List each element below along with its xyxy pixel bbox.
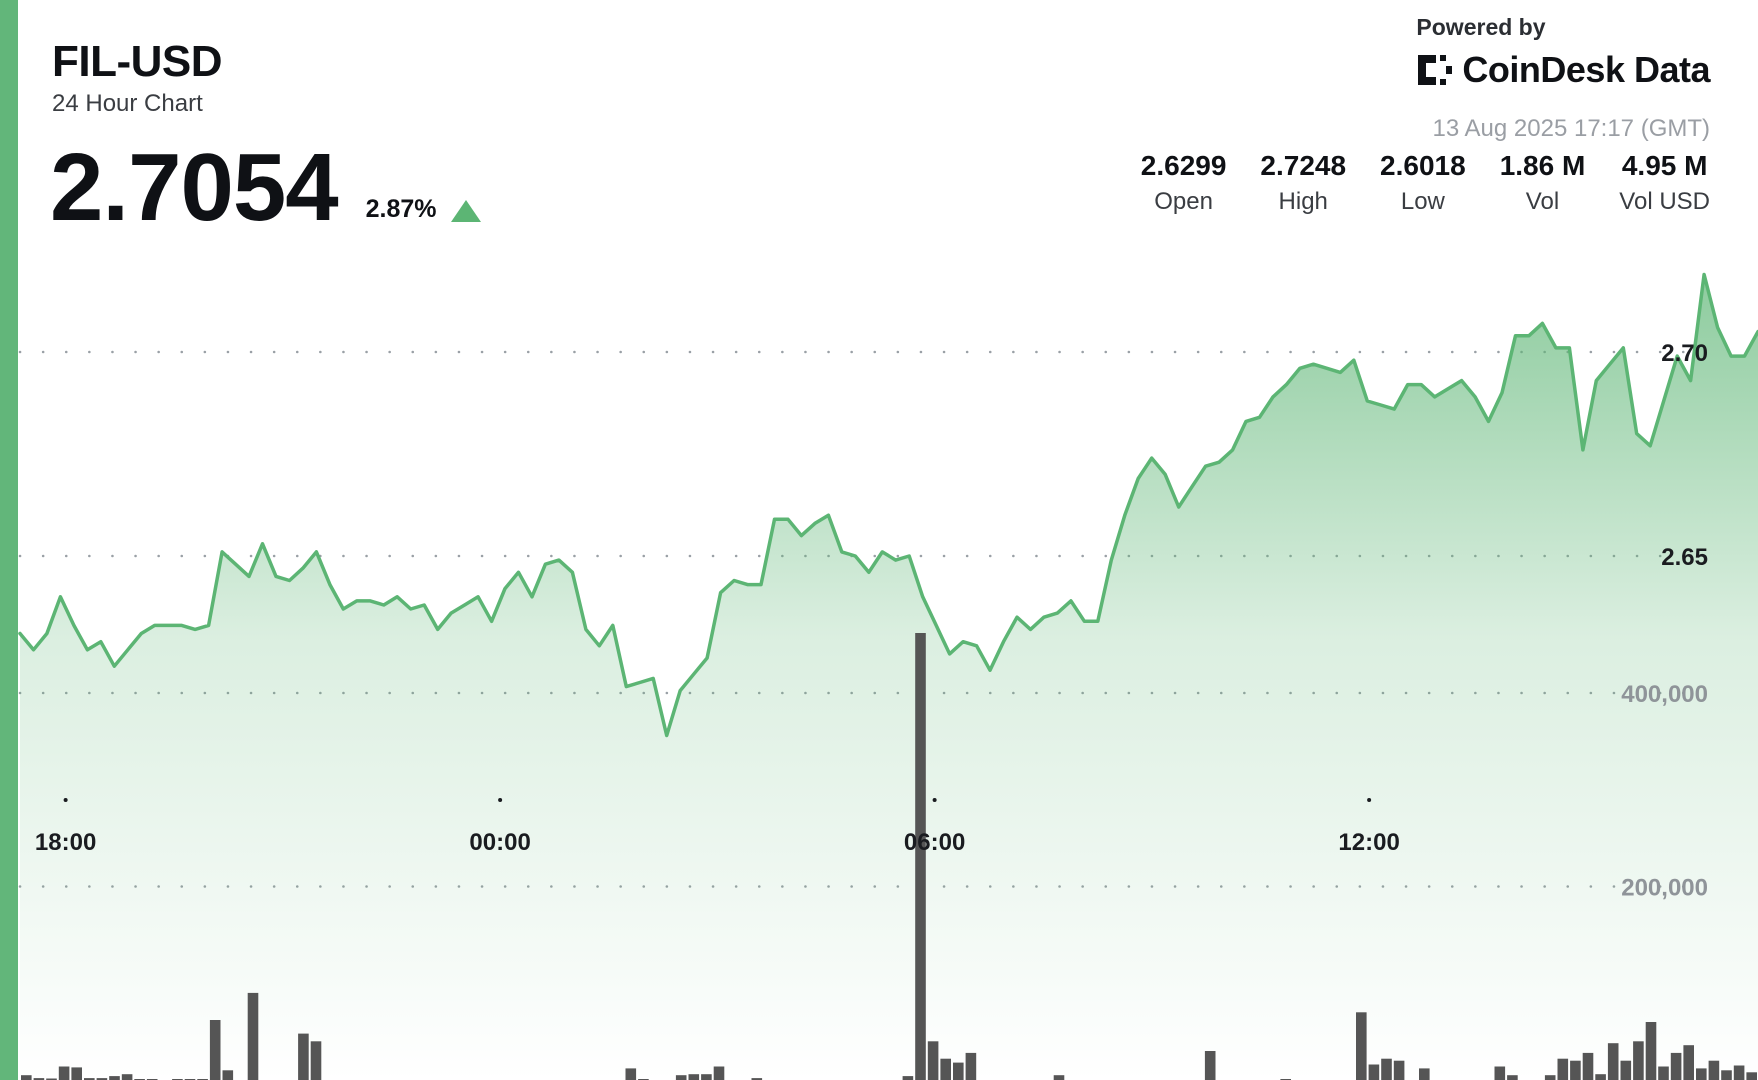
volume-bar [298, 1033, 309, 1080]
volume-bar [1053, 1075, 1065, 1080]
volume-bar [1607, 1043, 1619, 1080]
volume-bar [1557, 1058, 1569, 1080]
stats-row: 2.6299 Open 2.7248 High 2.6018 Low 1.86 … [1107, 152, 1710, 214]
x-tick-label: 18:00 [35, 829, 96, 856]
stat-value: 4.95 M [1621, 150, 1708, 181]
volume-bar [1733, 1065, 1745, 1080]
volume-bar [1582, 1052, 1594, 1080]
stat-label: Open [1154, 188, 1213, 215]
volume-bar [1620, 1060, 1632, 1080]
volume-bar [96, 1078, 108, 1080]
stat-value: 2.6018 [1380, 150, 1466, 181]
volume-bar [1494, 1066, 1506, 1080]
stat-value: 1.86 M [1499, 150, 1586, 181]
stat-label: Low [1400, 188, 1445, 215]
triangle-up-icon [450, 200, 481, 222]
price-row: 2.7054 2.87% [50, 140, 481, 236]
volume-bar [1544, 1075, 1556, 1080]
volume-bar [1356, 1012, 1367, 1080]
chart-subtitle: 24 Hour Chart [52, 90, 203, 117]
volume-bar [675, 1075, 687, 1080]
x-tick-mark [63, 798, 68, 802]
volume-bar [902, 1076, 914, 1080]
volume-bar [46, 1078, 57, 1080]
volume-bar [209, 1020, 221, 1080]
volume-bar [1393, 1060, 1405, 1080]
volume-bar [33, 1078, 45, 1080]
volume-bar [109, 1076, 120, 1080]
stat-low: 2.6018 Low [1380, 152, 1466, 214]
x-tick-label: 00:00 [469, 829, 530, 856]
stat-vol: 1.86 M Vol [1500, 152, 1586, 214]
stat-value: 2.7248 [1260, 150, 1347, 181]
coindesk-logo: CoinDesk Data [1416, 49, 1710, 91]
stat-open: 2.6299 Open [1141, 152, 1227, 214]
volume-bar [701, 1074, 712, 1080]
volume-bar [121, 1074, 133, 1080]
x-tick-mark [1367, 798, 1372, 802]
volume-bar [965, 1052, 977, 1080]
volume-bar [310, 1041, 322, 1080]
volume-bar [1708, 1060, 1720, 1080]
stat-high: 2.7248 High [1260, 152, 1346, 214]
volume-bar [1368, 1064, 1380, 1080]
volume-bar [1381, 1058, 1392, 1080]
volume-bar [21, 1075, 32, 1080]
volume-bar [688, 1074, 700, 1080]
volume-bar [927, 1041, 939, 1080]
price-line [18, 272, 1758, 738]
price-tick-label: 2.70 [1661, 340, 1708, 367]
stat-vol-usd: 4.95 M Vol USD [1619, 152, 1710, 214]
x-tick-label: 06:00 [904, 829, 965, 856]
volume-bar [625, 1068, 637, 1080]
current-price: 2.7054 [50, 134, 339, 241]
volume-bar [751, 1078, 763, 1080]
volume-bar [915, 633, 926, 1080]
volume-bar [1658, 1066, 1669, 1080]
stat-label: Vol [1525, 188, 1560, 215]
volume-bar [1683, 1045, 1694, 1080]
stat-value: 2.6299 [1140, 150, 1227, 181]
volume-bar [953, 1062, 964, 1080]
volume-bar [1204, 1051, 1216, 1080]
volume-bar [71, 1067, 82, 1080]
volume-bar [84, 1078, 95, 1080]
change-percent: 2.87% [365, 195, 437, 223]
accent-bar [0, 0, 18, 1080]
volume-tick-label: 200,000 [1621, 875, 1708, 902]
x-tick-mark [498, 798, 503, 802]
volume-bar [1670, 1052, 1682, 1080]
brand-name: CoinDesk Data [1462, 49, 1710, 90]
stat-label: High [1278, 188, 1328, 215]
volume-bar [1633, 1041, 1644, 1080]
volume-bar [1570, 1060, 1581, 1080]
volume-bar [247, 992, 259, 1080]
volume-bar [1419, 1068, 1430, 1080]
volume-bar [1746, 1072, 1757, 1080]
volume-bar [1645, 1022, 1657, 1080]
volume-bar [713, 1066, 725, 1080]
header: FIL-USD 24 Hour Chart [52, 37, 223, 117]
x-tick-label: 12:00 [1338, 829, 1399, 856]
brand-block: Powered by CoinDesk Data [1416, 14, 1710, 91]
pair-title: FIL-USD [52, 37, 223, 86]
stat-label: Vol USD [1619, 188, 1710, 215]
price-area-fill [20, 274, 1758, 1080]
powered-by-label: Powered by [1416, 14, 1546, 40]
volume-bar [1507, 1075, 1518, 1080]
volume-bar [1595, 1074, 1606, 1080]
volume-bar [222, 1070, 234, 1080]
volume-bar [940, 1058, 951, 1080]
volume-tick-label: 400,000 [1621, 681, 1708, 708]
volume-bar [1696, 1068, 1707, 1080]
coindesk-logo-icon [1418, 55, 1453, 85]
volume-bar [58, 1066, 70, 1080]
volume-bar [1721, 1070, 1732, 1080]
timestamp: 13 Aug 2025 17:17 (GMT) [1432, 115, 1711, 142]
x-tick-mark [932, 798, 937, 802]
price-tick-label: 2.65 [1661, 544, 1708, 571]
